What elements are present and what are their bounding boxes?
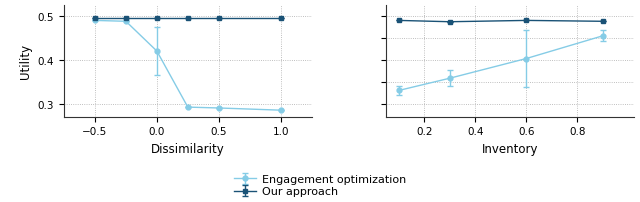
X-axis label: Dissimilarity: Dissimilarity [151,142,225,155]
X-axis label: Inventory: Inventory [481,142,538,155]
Y-axis label: Utility: Utility [19,44,32,79]
Legend: Engagement optimization, Our approach: Engagement optimization, Our approach [234,174,406,197]
